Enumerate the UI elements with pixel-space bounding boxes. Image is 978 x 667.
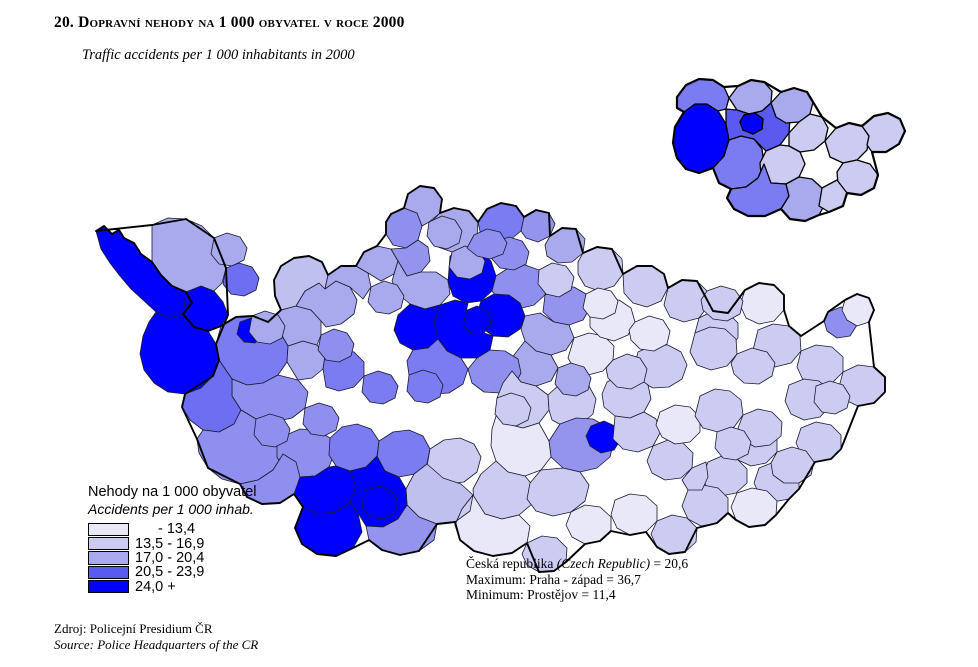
source-en: Source: Police Headquarters of the CR [54, 636, 259, 652]
district-polygon [646, 439, 694, 481]
stat-country-label-cz: Česká republika [466, 556, 554, 571]
source-cz: Zdroj: Policejní Presidium ČR [54, 621, 213, 636]
district-polygon [585, 420, 622, 454]
district-polygon [466, 228, 508, 260]
legend-swatch-3 [88, 551, 129, 565]
district-polygon [537, 262, 575, 298]
stat-country-label-en: (Czech Republic) [556, 556, 651, 571]
stat-country-value: = 20,6 [653, 556, 689, 571]
legend-title-en: Accidents per 1 000 inhab. [88, 501, 254, 517]
legend-row: - 13,4 [88, 522, 257, 536]
district-polygon [628, 315, 671, 352]
page-subtitle: Traffic accidents per 1 000 inhabitants … [82, 47, 355, 63]
page-title-text: Dopravní nehody na 1 000 obyvatel v roce… [78, 14, 405, 31]
district-polygon [700, 285, 744, 322]
legend-label-2: 13,5 - 16,9 [135, 535, 205, 552]
legend-swatch-1 [88, 522, 129, 536]
district-polygon [813, 380, 851, 415]
legend-swatch-2 [88, 536, 129, 551]
district-polygon [605, 353, 648, 390]
district-polygon [714, 426, 752, 461]
legend-label-5: 24,0 + [135, 578, 176, 595]
inset-region [824, 122, 870, 164]
district-layer [95, 185, 886, 573]
legend-row: 20,5 - 23,9 [88, 564, 257, 581]
district-polygon [361, 370, 399, 405]
district-polygon [577, 246, 624, 292]
district-polygon [689, 326, 738, 371]
map-legend: Nehody na 1 000 obyvatel Accidents per 1… [88, 484, 257, 594]
district-polygon [426, 215, 463, 250]
legend-row: 13,5 - 16,9 [88, 535, 257, 552]
district-polygon [796, 344, 844, 387]
inset-country-outline [671, 77, 907, 223]
district-polygon [222, 262, 260, 297]
legend-swatch-4 [88, 565, 129, 580]
page-title-number: 20. [54, 14, 74, 31]
inset-region [739, 112, 764, 135]
legend-swatch-5 [88, 580, 129, 594]
district-polygon [655, 404, 701, 445]
district-polygon [406, 369, 444, 404]
legend-title-cz: Nehody na 1 000 obyvatel [88, 484, 257, 500]
district-polygon [582, 287, 619, 320]
legend-row: 24,0 + [88, 580, 257, 594]
district-polygon [612, 411, 661, 453]
district-polygon [367, 280, 405, 315]
stat-minimum: Minimum: Prostějov = 11,4 [466, 587, 616, 603]
district-polygon [650, 514, 698, 555]
page-title: 20. Dopravní nehody na 1 000 obyvatel v … [54, 14, 405, 32]
inset-map [671, 77, 907, 223]
district-polygon [302, 402, 340, 437]
legend-label-3: 17,0 - 20,4 [135, 549, 205, 566]
legend-row: 17,0 - 20,4 [88, 551, 257, 565]
region-boundary-layer [95, 185, 886, 573]
district-polygon [520, 312, 575, 356]
district-polygon [554, 362, 592, 397]
district-polygon [681, 461, 709, 491]
district-polygon [694, 388, 744, 433]
district-polygon [610, 493, 658, 536]
stat-country: Česká republika (Czech Republic) = 20,6 [466, 556, 688, 572]
legend-class-list: - 13,4 13,5 - 16,9 17,0 - 20,4 20,5 - 23… [88, 522, 257, 594]
stat-maximum: Maximum: Praha - západ = 36,7 [466, 571, 641, 587]
legend-label-1: - 13,4 [158, 521, 196, 538]
legend-label-4: 20,5 - 23,9 [135, 564, 205, 581]
district-polygon [248, 310, 286, 345]
map-statistics: Česká republika (Czech Republic) = 20,6 … [466, 556, 688, 603]
district-polygon [210, 232, 248, 267]
district-polygon [361, 485, 399, 520]
map-source: Zdroj: Policejní Presidium ČR Source: Po… [54, 621, 258, 652]
district-polygon [494, 392, 532, 427]
district-polygon [730, 347, 776, 385]
district-polygon [253, 413, 291, 448]
district-polygon [317, 328, 355, 363]
